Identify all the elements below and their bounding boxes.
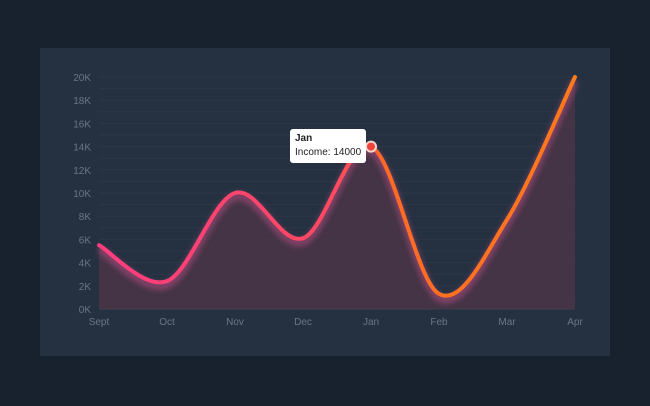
tooltip-title: Jan [295, 133, 313, 144]
tooltip-value: Income: 14000 [295, 147, 362, 158]
y-tick-label: 10K [73, 189, 91, 200]
y-tick-label: 20K [73, 73, 91, 84]
y-tick-label: 0K [79, 305, 92, 316]
y-tick-label: 4K [79, 259, 92, 270]
highlight-point [367, 142, 375, 151]
x-tick-label: Sept [89, 317, 110, 328]
x-tick-label: Apr [567, 317, 583, 328]
x-tick-label: Nov [226, 317, 244, 328]
y-tick-label: 8K [79, 212, 92, 223]
x-tick-label: Oct [159, 317, 175, 328]
y-tick-label: 18K [73, 96, 91, 107]
y-tick-label: 6K [79, 235, 92, 246]
x-tick-label: Feb [430, 317, 448, 328]
tooltip: Jan Income: 14000 [290, 129, 367, 163]
y-tick-label: 16K [73, 119, 91, 130]
y-tick-label: 14K [73, 143, 91, 154]
x-tick-label: Dec [294, 317, 312, 328]
y-tick-label: 12K [73, 166, 91, 177]
x-tick-label: Mar [498, 317, 516, 328]
x-tick-label: Jan [363, 317, 379, 328]
y-tick-label: 2K [79, 282, 92, 293]
